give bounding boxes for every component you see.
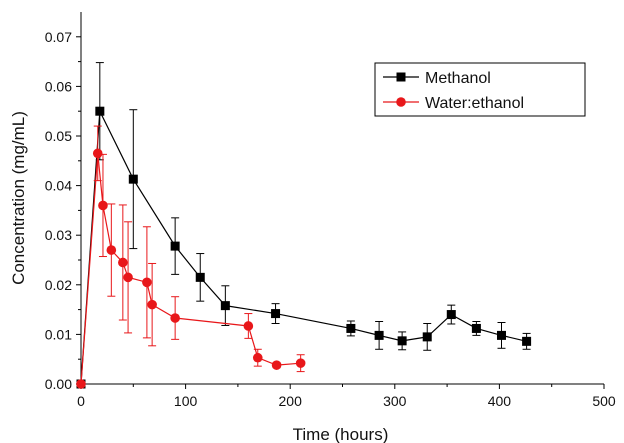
data-point-square [170,241,180,251]
legend-label: Methanol [425,70,491,87]
data-point-square [496,330,506,340]
data-point-circle [295,358,306,368]
x-tick-label: 400 [488,393,512,409]
legend-marker-circle [396,97,406,107]
data-point-square [271,309,281,319]
x-tick-label: 200 [279,393,303,409]
data-point-circle [147,299,157,310]
data-point-circle [252,352,263,363]
x-tick-label: 500 [592,393,616,409]
data-point-circle [142,277,152,288]
data-point-circle [170,313,180,323]
series-line-1 [80,153,301,385]
data-point-square [422,332,432,342]
data-point-square [195,272,205,282]
data-point-circle [118,257,128,268]
y-tick-label: 0.02 [45,277,72,293]
y-tick-label: 0.04 [45,178,72,194]
data-point-circle [92,148,103,159]
plot-area [76,62,532,389]
data-point-square [346,323,356,333]
data-point-circle [243,321,254,331]
data-point-square [471,323,481,333]
x-tick-label: 300 [383,393,407,409]
data-point-circle [98,200,108,211]
y-tick-label: 0.01 [45,326,72,342]
data-point-square [446,310,456,320]
data-point-circle [123,272,133,283]
data-point-square [95,106,105,116]
data-point-circle [76,379,86,389]
y-tick-label: 0.05 [45,128,72,144]
x-tick-label: 0 [77,393,85,409]
axes: 0 100 200 300 400 500 0.00 0.01 0.02 0.03 0.04 0.05… [9,12,616,443]
x-tick-label: 100 [174,393,198,409]
data-point-circle [106,245,117,255]
y-tick-label: 0.07 [45,29,72,45]
data-point-square [220,301,230,311]
data-point-square [128,174,138,184]
legend-box [374,62,586,117]
y-tick-label: 0.03 [45,227,72,243]
y-tick-label: 0.00 [45,376,72,392]
y-axis-title: Concentration (mg/mL) [9,111,28,285]
data-point-circle [271,360,282,370]
x-axis-title: Time (hours) [293,425,389,443]
series-line-0 [80,108,527,385]
data-point-square [522,336,532,346]
legend-label: Water:ethanol [425,95,524,112]
legend: Methanol Water:ethanol [374,62,586,117]
data-point-square [374,330,384,340]
data-point-square [397,336,407,346]
legend-marker-square [396,72,406,82]
y-tick-label: 0.06 [45,78,72,94]
